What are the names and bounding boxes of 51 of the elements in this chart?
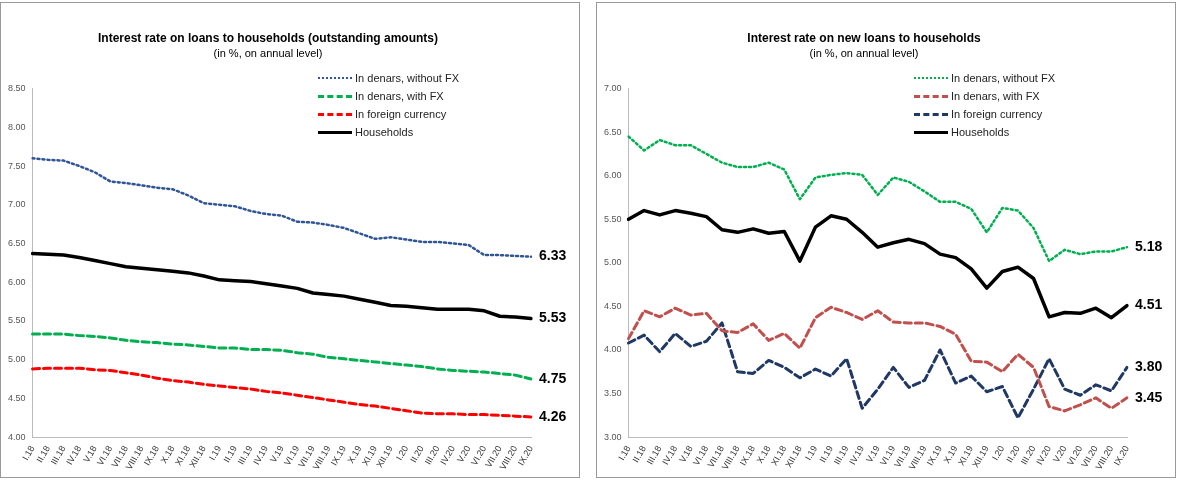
legend-label: In foreign currency [355, 108, 447, 120]
legend-label: In denars, with FX [951, 90, 1040, 102]
y-tick-label: 6.00 [603, 170, 622, 181]
y-tick-label: 6.00 [7, 276, 26, 287]
annotation: 3.45 [1135, 388, 1163, 405]
y-tick-label: 6.50 [7, 237, 26, 248]
x-tick-label: I.18 [20, 444, 37, 462]
y-tick-label: 5.50 [603, 213, 622, 224]
legend-label: In denars, with FX [355, 90, 444, 102]
y-tick-label: 8.50 [7, 83, 26, 94]
chart-title: Interest rate on new loans to households [747, 30, 982, 45]
chart-subtitle: (in %, on annual level) [809, 47, 919, 60]
legend-label: Households [355, 126, 414, 138]
y-tick-label: 4.50 [603, 300, 622, 311]
line-series [31, 157, 533, 258]
annotation: 4.26 [539, 407, 567, 424]
y-tick-label: 7.00 [603, 83, 622, 94]
legend-label: In denars, without FX [355, 72, 459, 84]
x-tick-label: I.20 [990, 444, 1007, 462]
y-tick-label: 3.50 [603, 388, 622, 398]
legend-label: Households [951, 126, 1010, 138]
x-tick-label: I.19 [207, 444, 224, 462]
line-series [627, 135, 1129, 263]
line-series [627, 305, 1129, 413]
chart-title: Interest rate on loans to households (outstanding amounts) [97, 30, 439, 45]
y-tick-label: 4.50 [7, 392, 26, 403]
x-tick-label: I.20 [394, 444, 411, 462]
y-tick-label: 8.00 [7, 121, 26, 132]
annotation: 5.18 [1135, 238, 1163, 255]
legend-label: In denars, without FX [951, 72, 1055, 84]
y-tick-label: 4.00 [603, 344, 622, 355]
annotation: 5.53 [539, 309, 567, 326]
line-series [31, 332, 533, 381]
legend-label: In foreign currency [951, 108, 1043, 120]
y-tick-label: 7.00 [7, 199, 26, 210]
y-tick-label: 5.00 [7, 354, 26, 365]
annotation: 3.80 [1135, 358, 1163, 375]
annotation: 4.75 [539, 369, 567, 386]
line-series [31, 366, 533, 419]
x-tick-label: I.18 [616, 444, 633, 462]
chart-subtitle: (in %, on annual level) [213, 47, 323, 60]
y-tick-label: 4.00 [7, 431, 26, 442]
y-tick-label: 5.50 [7, 315, 26, 326]
y-tick-label: 6.50 [603, 126, 622, 137]
x-tick-label: I.19 [803, 444, 820, 462]
y-tick-label: 5.00 [603, 257, 622, 268]
y-tick-label: 3.00 [603, 431, 622, 442]
y-tick-label: 7.50 [7, 160, 26, 171]
annotation: 6.33 [539, 247, 567, 264]
line-series [627, 321, 1129, 420]
annotation: 4.51 [1135, 296, 1163, 313]
